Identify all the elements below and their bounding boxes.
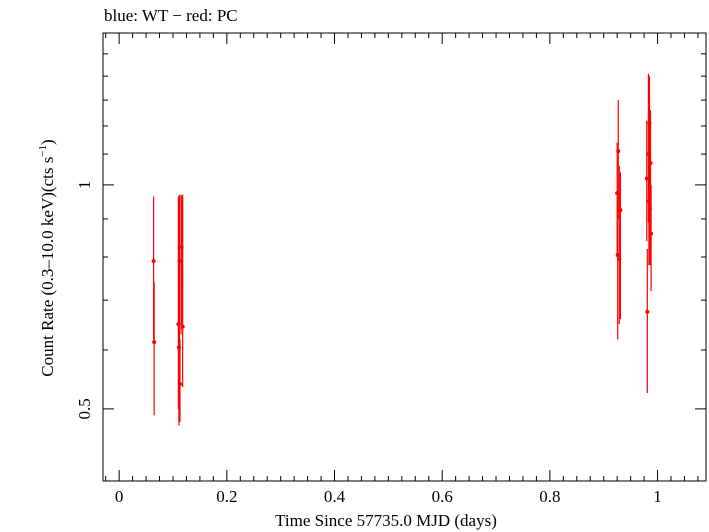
x-tick-label: 0.2 [216, 487, 237, 506]
data-point [180, 324, 185, 329]
x-tick-label: 1 [653, 487, 662, 506]
x-tick-label: 0.6 [432, 487, 453, 506]
y-axis: 0.51 [75, 53, 706, 482]
chart-title: blue: WT − red: PC [104, 6, 238, 25]
data-point [616, 149, 621, 154]
y-tick-label: 1 [75, 181, 94, 190]
y-axis-label: Count Rate (0.3–10.0 keV)(cts s−1) [37, 139, 57, 376]
data-point [645, 309, 650, 314]
plot-frame [102, 32, 707, 482]
data-point [151, 259, 156, 264]
data-point [152, 339, 157, 344]
x-axis-label: Time Since 57735.0 MJD (days) [275, 511, 497, 530]
y-tick-label: 0.5 [75, 398, 94, 419]
data-point [615, 252, 620, 257]
x-axis: 0 0.2 0.4 0.6 0.8 1 [105, 33, 699, 506]
x-tick-label: 0.4 [324, 487, 346, 506]
data-point [644, 176, 649, 181]
x-tick-label: 0 [115, 487, 124, 506]
data-point [177, 382, 182, 387]
y-axis-label-end: ) [38, 139, 57, 145]
y-axis-label-main: Count Rate (0.3–10.0 keV)(cts s [38, 157, 57, 377]
data-point [618, 208, 623, 213]
data-point [648, 161, 653, 166]
data-point [649, 231, 654, 236]
data-series-pc [151, 73, 654, 426]
x-tick-label: 0.8 [539, 487, 560, 506]
y-axis-label-sup: −1 [37, 145, 49, 157]
